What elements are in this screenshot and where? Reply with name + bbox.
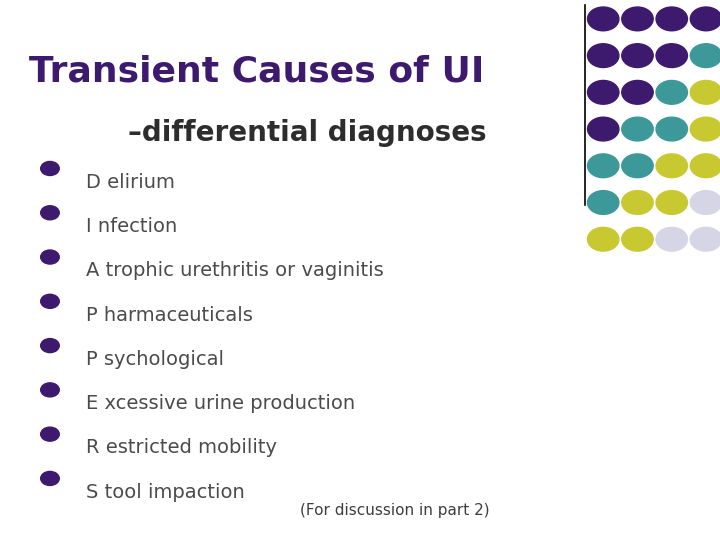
Circle shape: [622, 191, 653, 214]
Circle shape: [622, 154, 653, 178]
Circle shape: [588, 80, 619, 104]
Text: A trophic urethritis or vaginitis: A trophic urethritis or vaginitis: [86, 261, 384, 280]
Circle shape: [656, 191, 688, 214]
Text: Transient Causes of UI: Transient Causes of UI: [29, 54, 484, 88]
Text: P sychological: P sychological: [86, 350, 224, 369]
Text: –differential diagnoses: –differential diagnoses: [128, 119, 487, 147]
Circle shape: [588, 227, 619, 251]
Text: S tool impaction: S tool impaction: [86, 483, 244, 502]
Circle shape: [588, 191, 619, 214]
Circle shape: [656, 227, 688, 251]
Circle shape: [656, 44, 688, 68]
Text: R estricted mobility: R estricted mobility: [86, 438, 276, 457]
Circle shape: [41, 250, 59, 264]
Circle shape: [656, 154, 688, 178]
Circle shape: [622, 80, 653, 104]
Text: E xcessive urine production: E xcessive urine production: [86, 394, 355, 413]
Circle shape: [588, 154, 619, 178]
Circle shape: [656, 7, 688, 31]
Circle shape: [656, 117, 688, 141]
Circle shape: [622, 44, 653, 68]
Circle shape: [41, 294, 59, 308]
Circle shape: [622, 117, 653, 141]
Circle shape: [690, 44, 720, 68]
Circle shape: [41, 383, 59, 397]
Circle shape: [41, 339, 59, 353]
Circle shape: [41, 427, 59, 441]
Circle shape: [690, 227, 720, 251]
Circle shape: [656, 80, 688, 104]
Circle shape: [690, 117, 720, 141]
Circle shape: [622, 7, 653, 31]
Circle shape: [690, 154, 720, 178]
Circle shape: [588, 44, 619, 68]
Circle shape: [41, 471, 59, 485]
Circle shape: [41, 161, 59, 176]
Circle shape: [588, 7, 619, 31]
Circle shape: [690, 7, 720, 31]
Text: P harmaceuticals: P harmaceuticals: [86, 306, 253, 325]
Circle shape: [690, 80, 720, 104]
Text: D elirium: D elirium: [86, 173, 174, 192]
Circle shape: [690, 191, 720, 214]
Text: I nfection: I nfection: [86, 217, 177, 236]
Circle shape: [622, 227, 653, 251]
Circle shape: [41, 206, 59, 220]
Text: (For discussion in part 2): (For discussion in part 2): [300, 503, 490, 518]
Circle shape: [588, 117, 619, 141]
